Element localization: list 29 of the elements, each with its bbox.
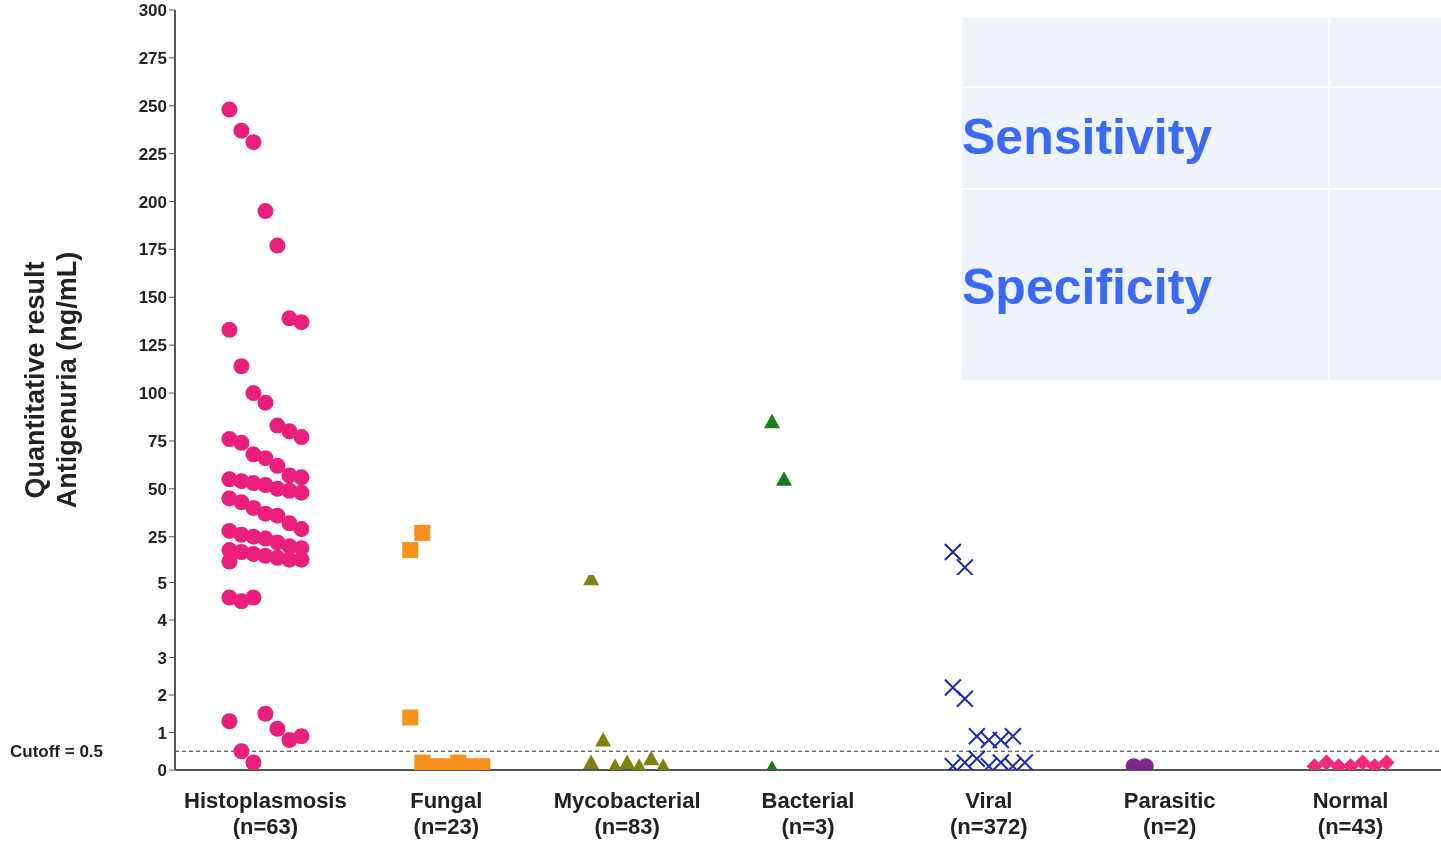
x-tick-label: Histoplasmosis (n=63) — [184, 788, 347, 839]
y-tick-label: 125 — [138, 336, 167, 356]
y-tick-label: 250 — [138, 96, 167, 116]
y-tick-label: 2 — [157, 686, 167, 706]
y-tick-label: 100 — [138, 384, 167, 404]
y-tick-label: 300 — [138, 1, 167, 21]
annotation: Specificity — [962, 258, 1213, 316]
y-tick-label: 25 — [148, 527, 167, 547]
y-tick-label: 5 — [157, 573, 167, 593]
y-tick-label: 225 — [138, 144, 167, 164]
y-tick-label: 50 — [148, 479, 167, 499]
y-axis-title: Quantitative result Antigenuria (ng/mL) — [20, 251, 82, 509]
y-tick-label: 200 — [138, 192, 167, 212]
y-tick-label: 0 — [157, 761, 167, 781]
x-tick-label: Parasitic (n=2) — [1123, 788, 1216, 839]
y-tick-label: 150 — [138, 288, 167, 308]
x-tick-label: Fungal (n=23) — [410, 788, 483, 839]
x-tick-label: Normal (n=43) — [1312, 788, 1389, 839]
y-tick-label: 75 — [148, 431, 167, 451]
ref-line-label: Cutoff = 0.5 — [10, 742, 104, 762]
y-tick-label: 3 — [157, 648, 167, 668]
y-tick-label: 4 — [157, 611, 168, 631]
y-tick-label: 1 — [157, 723, 167, 743]
y-tick-label: 275 — [138, 48, 167, 68]
x-tick-label: Viral (n=372) — [950, 788, 1028, 839]
y-tick-label: 175 — [138, 240, 167, 260]
x-tick-label: Mycobacterial (n=83) — [553, 788, 701, 839]
x-tick-label: Bacterial (n=3) — [761, 788, 855, 839]
annotation: Sensitivity — [962, 108, 1213, 166]
